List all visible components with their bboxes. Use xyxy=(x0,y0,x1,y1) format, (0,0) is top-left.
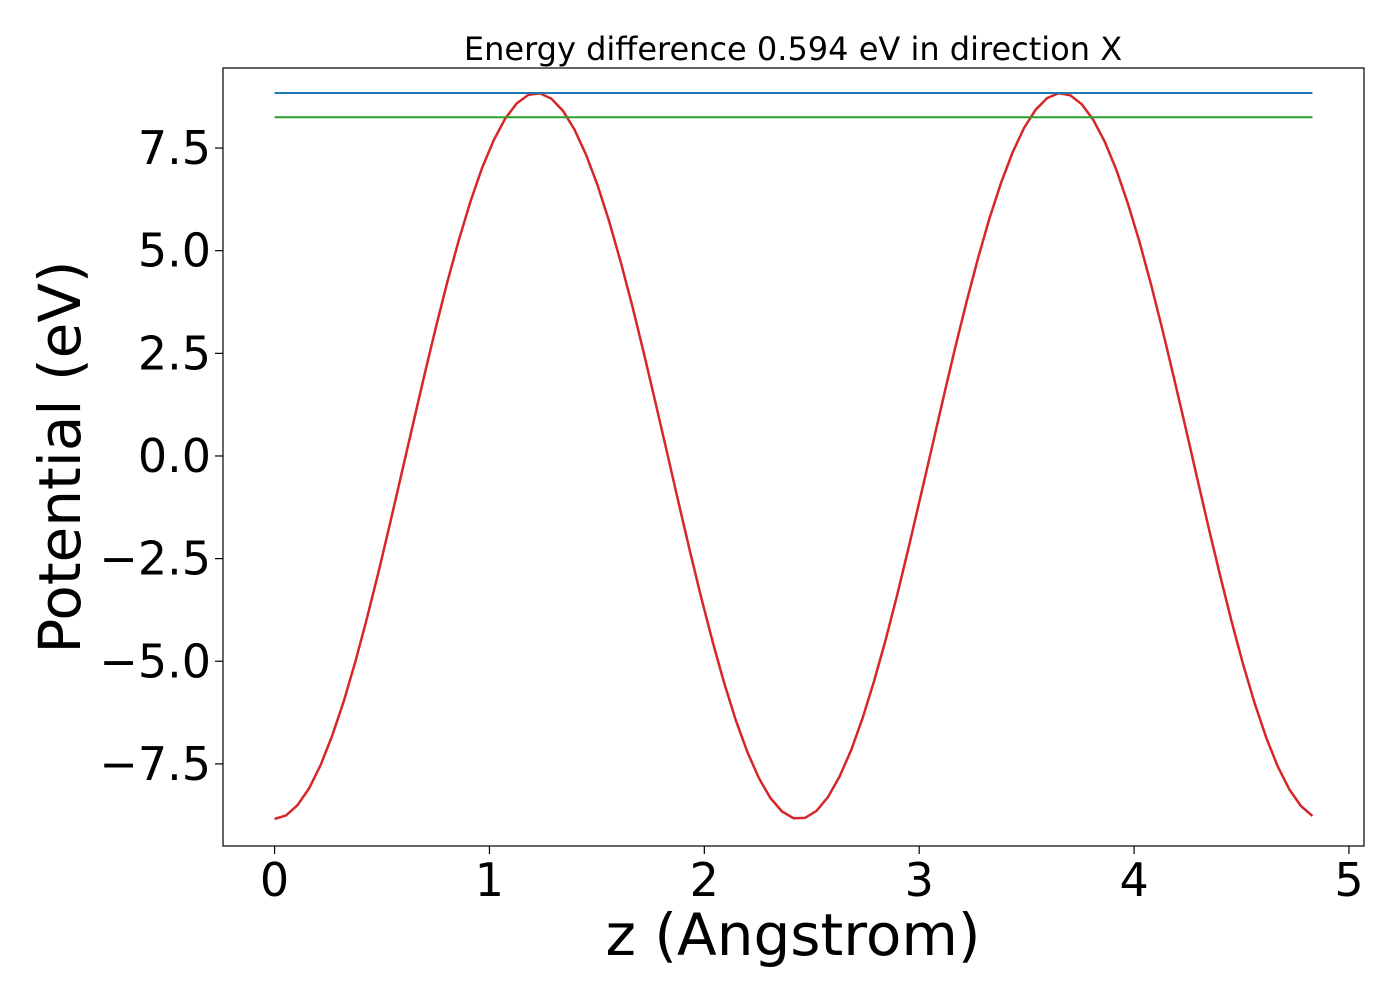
y-tick-label: 2.5 xyxy=(138,326,211,380)
y-tick-label: −5.0 xyxy=(99,634,211,688)
x-tick-label: 4 xyxy=(1119,853,1148,907)
x-axis-label: z (Angstrom) xyxy=(606,901,981,969)
x-tick-label: 3 xyxy=(905,853,934,907)
series-layer xyxy=(274,91,1314,821)
y-axis-label: Potential (eV) xyxy=(26,260,94,653)
x-tick-label: 0 xyxy=(260,853,289,907)
plot-frame xyxy=(222,67,1365,847)
x-tick-label: 5 xyxy=(1334,853,1363,907)
y-tick-label: 7.5 xyxy=(138,121,211,175)
potential-curve xyxy=(274,91,1314,821)
y-tick-label: 0.0 xyxy=(138,429,211,483)
y-tick-label: −7.5 xyxy=(99,737,211,791)
y-axis: 7.5 5.0 2.5 0.0 −2.5 −5.0 −7.5 xyxy=(99,121,223,791)
y-tick-label: 5.0 xyxy=(138,224,211,278)
y-tick-label: −2.5 xyxy=(99,532,211,586)
x-tick-label: 1 xyxy=(475,853,504,907)
x-axis: 0 1 2 3 4 5 xyxy=(260,846,1364,907)
x-tick-label: 2 xyxy=(690,853,719,907)
chart-title: Energy difference 0.594 eV in direction … xyxy=(464,30,1122,68)
